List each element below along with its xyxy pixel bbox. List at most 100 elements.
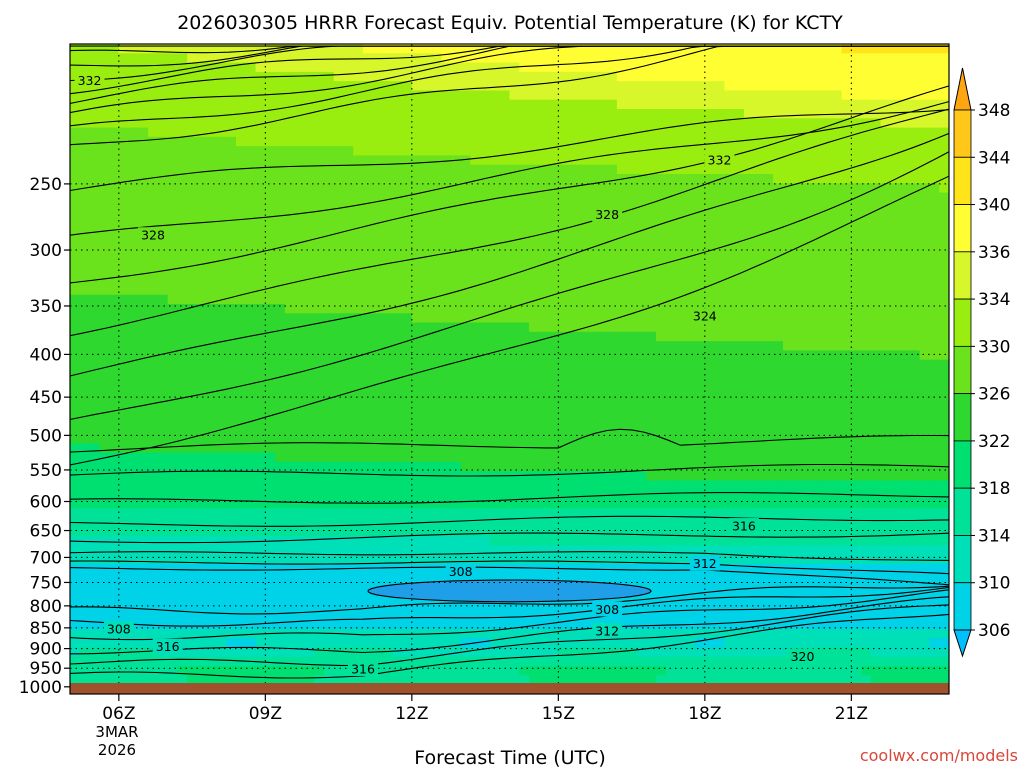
heatmap-cell [577, 313, 589, 324]
heatmap-cell [519, 53, 530, 64]
heatmap-cell [616, 257, 628, 268]
heatmap-cell [646, 536, 657, 547]
heatmap-cell [675, 387, 686, 398]
heatmap-cell [382, 443, 393, 454]
heatmap-cell [441, 638, 452, 649]
heatmap-cell [255, 341, 266, 352]
heatmap-cell [109, 359, 120, 370]
heatmap-cell [314, 248, 325, 259]
heatmap-cell [509, 656, 520, 667]
heatmap-cell [714, 285, 725, 296]
heatmap-cell [118, 666, 130, 677]
heatmap-cell [421, 71, 432, 82]
heatmap-cell [548, 71, 559, 82]
heatmap-cell [636, 610, 647, 621]
heatmap-cell [519, 499, 530, 509]
heatmap-cell [411, 127, 423, 138]
heatmap-cell [177, 331, 188, 342]
heatmap-cell [196, 285, 208, 296]
heatmap-cell [636, 471, 647, 482]
heatmap-cell [548, 629, 559, 639]
heatmap-cell [323, 489, 335, 500]
heatmap-cell [118, 387, 130, 398]
heatmap-cell [323, 666, 335, 677]
heatmap-cell [99, 582, 110, 593]
heatmap-cell [196, 220, 208, 231]
heatmap-cell [294, 480, 305, 491]
heatmap-cell [402, 220, 413, 231]
heatmap-cell [363, 192, 374, 203]
heatmap-cell [480, 369, 491, 379]
heatmap-cell [118, 62, 130, 73]
heatmap-cell [294, 81, 305, 92]
heatmap-cell [294, 127, 305, 138]
heatmap-cell [519, 229, 530, 240]
heatmap-cell [460, 146, 472, 157]
heatmap-cell [255, 164, 266, 175]
heatmap-cell [577, 675, 589, 686]
heatmap-cell [734, 359, 745, 370]
heatmap-cell [187, 239, 198, 249]
heatmap-cell [724, 99, 735, 110]
heatmap-cell [714, 146, 725, 157]
heatmap-cell [509, 564, 520, 574]
heatmap-cell [724, 53, 735, 64]
heatmap-cell [177, 601, 188, 612]
heatmap-cell [441, 266, 452, 277]
heatmap-cell [626, 387, 638, 398]
heatmap-cell [294, 211, 305, 222]
heatmap-cell [695, 350, 706, 361]
heatmap-cell [323, 257, 335, 268]
heatmap-cell [568, 304, 579, 314]
heatmap-cell [323, 406, 335, 417]
heatmap-cell [255, 647, 266, 658]
heatmap-cell [421, 378, 432, 389]
heatmap-cell [675, 164, 686, 175]
heatmap-cell [226, 220, 237, 231]
heatmap-cell [79, 211, 91, 222]
heatmap-cell [323, 294, 335, 305]
heatmap-cell [607, 499, 618, 509]
heatmap-cell [695, 99, 706, 110]
heatmap-cell [294, 443, 305, 454]
heatmap-cell [636, 313, 647, 324]
heatmap-cell [275, 109, 286, 119]
heatmap-cell [148, 619, 159, 630]
heatmap-cell [363, 174, 374, 184]
heatmap-cell [431, 276, 442, 287]
heatmap-cell [753, 675, 765, 686]
heatmap-cell [431, 118, 442, 129]
heatmap-cell [421, 424, 432, 435]
heatmap-cell [656, 610, 667, 621]
heatmap-cell [70, 369, 81, 379]
heatmap-cell [460, 304, 472, 314]
heatmap-cell [411, 536, 423, 547]
heatmap-cell [568, 675, 579, 686]
heatmap-cell [265, 201, 276, 212]
heatmap-cell [685, 526, 696, 537]
heatmap-cell [333, 81, 345, 92]
heatmap-cell [275, 62, 286, 73]
heatmap-cell [724, 239, 735, 249]
heatmap-cell [245, 647, 257, 658]
heatmap-cell [704, 81, 716, 92]
heatmap-cell [558, 127, 569, 138]
heatmap-cell [656, 554, 667, 565]
heatmap-cell [743, 359, 755, 370]
heatmap-cell [421, 285, 432, 296]
heatmap-cell [597, 675, 608, 686]
heatmap-cell [646, 257, 657, 268]
heatmap-cell [138, 369, 149, 379]
heatmap-cell [656, 378, 667, 389]
heatmap-cell [157, 461, 169, 472]
heatmap-cell [70, 656, 81, 667]
heatmap-cell [431, 638, 442, 649]
heatmap-cell [314, 359, 325, 370]
heatmap-cell [431, 322, 442, 333]
heatmap-cell [499, 424, 511, 435]
heatmap-cell [314, 656, 325, 667]
heatmap-cell [450, 675, 462, 686]
heatmap-cell [275, 136, 286, 147]
heatmap-cell [294, 554, 305, 565]
heatmap-cell [704, 387, 716, 398]
